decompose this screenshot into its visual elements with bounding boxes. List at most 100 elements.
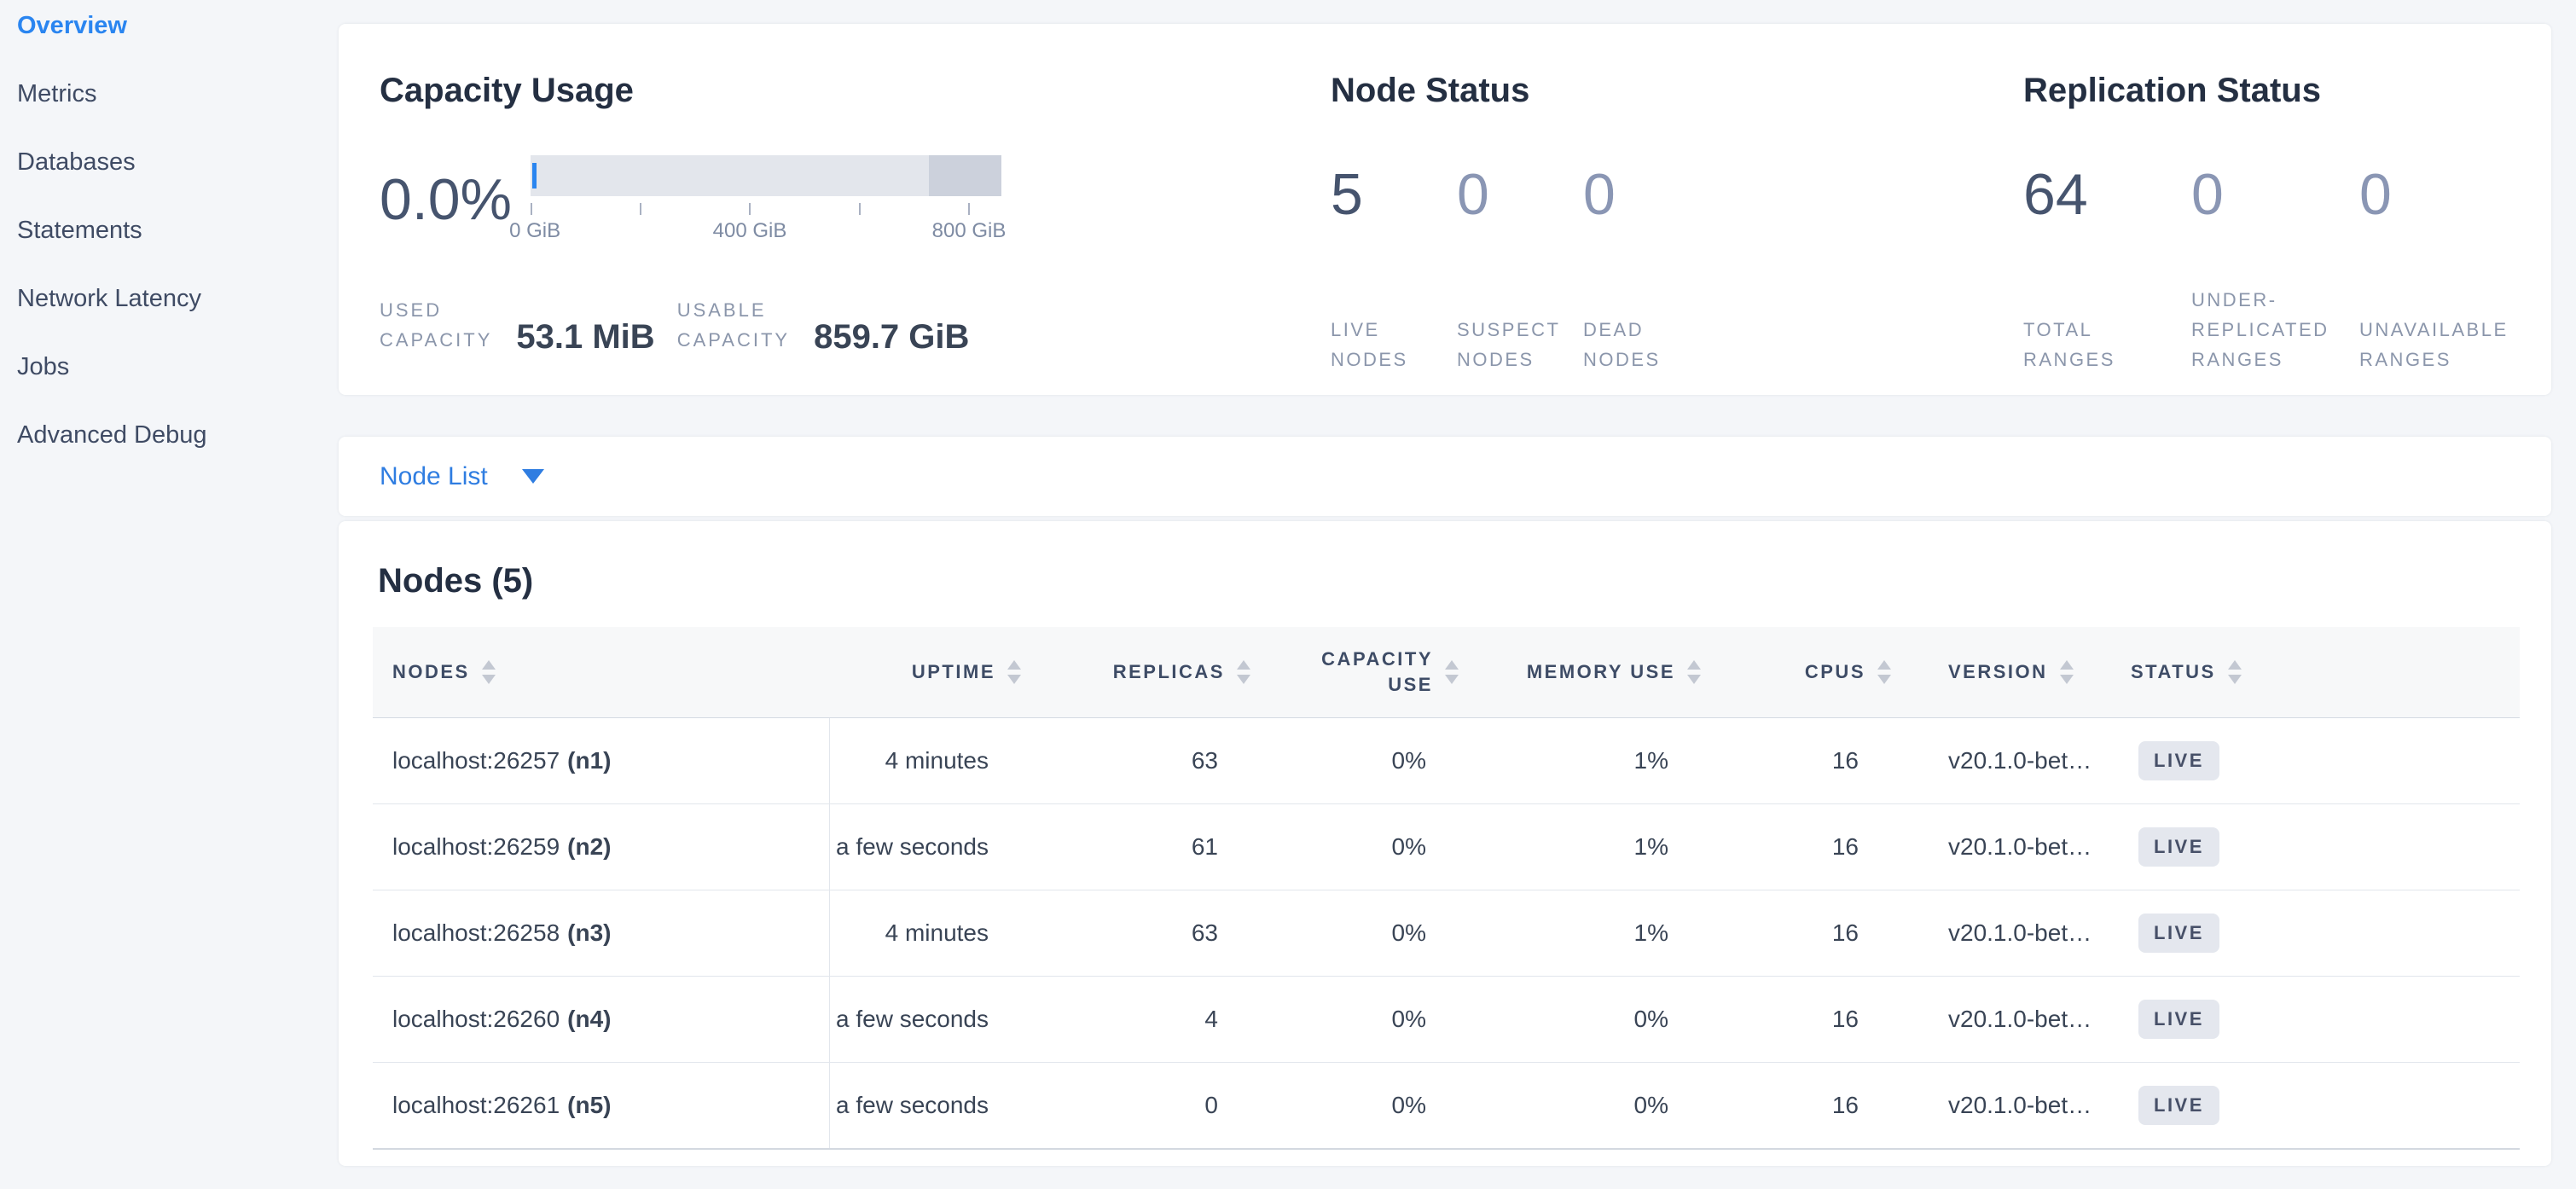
capacity-bar-chart: 0 GiB 400 GiB 800 GiB: [509, 154, 1006, 245]
cell-cpus: 16: [1701, 890, 1891, 977]
summary-stat-value: 64: [2023, 162, 2088, 227]
node-address: localhost:26258: [392, 919, 560, 946]
node-address: localhost:26259: [392, 833, 560, 860]
node-status-title: Node Status: [1331, 72, 1530, 109]
cell-memory_use: 0%: [1459, 976, 1701, 1063]
node-id: (n4): [567, 1006, 612, 1032]
chevron-down-icon: [521, 469, 544, 484]
capacity-summary: USED CAPACITY 53.1 MiB USABLE CAPACITY 8…: [380, 295, 1331, 355]
cell-status: LIVE: [2131, 803, 2520, 890]
cell-node-name: localhost:26257 (n1): [373, 717, 830, 804]
cell-version: v20.1.0-bet…: [1891, 803, 2131, 890]
sort-icon[interactable]: [1877, 660, 1891, 684]
sort-icon[interactable]: [481, 660, 496, 684]
cell-status: LIVE: [2131, 890, 2520, 977]
nodes-table: NODES UPTIME REPLICAS CAPACITY USE MEMORY USE…: [373, 627, 2520, 1150]
cell-version: v20.1.0-bet…: [1891, 976, 2131, 1063]
sort-icon[interactable]: [2227, 660, 2242, 684]
status-badge: LIVE: [2138, 1000, 2219, 1039]
cell-node-name: localhost:26259 (n2): [373, 803, 830, 890]
summary-stat-value: 0: [1583, 162, 1616, 227]
sidebar-item-metrics[interactable]: Metrics: [17, 79, 97, 107]
used-capacity-value: 53.1 MiB: [516, 318, 655, 356]
summary-stat-label: SUSPECT NODES: [1457, 319, 1561, 370]
summary-stat: 0 UNDER- REPLICATED RANGES: [2191, 164, 2359, 374]
cell-replicas: 61: [1021, 803, 1250, 890]
status-badge: LIVE: [2138, 914, 2219, 953]
sidebar-item-network-latency[interactable]: Network Latency: [17, 284, 201, 312]
node-row: localhost:26261 (n5) a few seconds 0 0% 0% 16 v…: [373, 1062, 2520, 1150]
sort-icon[interactable]: [1687, 660, 1701, 684]
sort-icon[interactable]: [1237, 660, 1250, 684]
summary-stat-value: 0: [1457, 162, 1489, 227]
column-header-replicas[interactable]: REPLICAS: [1021, 627, 1250, 718]
capacity-used-percent: 0.0%: [380, 167, 512, 232]
node-id: (n1): [567, 747, 612, 774]
replication-status-title: Replication Status: [2023, 72, 2321, 109]
sidebar: Overview Metrics Databases Statements Networ…: [0, 0, 339, 1189]
node-address: localhost:26260: [392, 1006, 560, 1032]
column-header-label: STATUS: [2131, 661, 2216, 682]
column-header-status[interactable]: STATUS: [2131, 627, 2520, 718]
status-badge: LIVE: [2138, 827, 2219, 867]
cell-replicas: 0: [1021, 1062, 1250, 1150]
summary-stat-value: 0: [2359, 162, 2392, 227]
nodes-card: Nodes (5) NODES UPTIME REPLICAS CAPACITY USE…: [339, 521, 2551, 1166]
column-header-node[interactable]: NODES: [373, 627, 829, 718]
column-header-version[interactable]: VERSION: [1891, 627, 2131, 718]
cell-capacity_use: 0%: [1250, 1062, 1459, 1150]
sidebar-item-statements[interactable]: Statements: [17, 216, 142, 244]
axis-label-800: 800 GiB: [931, 218, 1007, 242]
cell-capacity_use: 0%: [1250, 976, 1459, 1063]
cell-replicas: 63: [1021, 717, 1250, 804]
sidebar-item-databases[interactable]: Databases: [17, 148, 136, 176]
column-header-cpus[interactable]: CPUS: [1701, 627, 1891, 718]
column-header-label: UPTIME: [911, 661, 995, 682]
cell-version: v20.1.0-bet…: [1891, 890, 2131, 977]
column-header-label: REPLICAS: [1112, 661, 1225, 682]
column-header-label: VERSION: [1948, 661, 2048, 682]
capacity-usage-row: 0.0%: [380, 154, 1331, 245]
cell-capacity_use: 0%: [1250, 717, 1459, 804]
cell-uptime: a few seconds: [829, 803, 1021, 890]
node-id: (n2): [567, 833, 612, 860]
cell-replicas: 4: [1021, 976, 1250, 1063]
sidebar-item-overview[interactable]: Overview: [17, 11, 127, 39]
capacity-bar-used-marker: [532, 162, 537, 188]
column-header-uptime[interactable]: UPTIME: [829, 627, 1021, 718]
usable-capacity-value: 859.7 GiB: [814, 318, 970, 356]
capacity-usage-title: Capacity Usage: [380, 72, 634, 109]
cell-uptime: 4 minutes: [829, 890, 1021, 977]
sort-icon[interactable]: [2059, 660, 2074, 684]
nodes-table-title: Nodes (5): [378, 562, 534, 600]
node-row: localhost:26260 (n4) a few seconds 4 0% 0% 16 v…: [373, 976, 2520, 1063]
summary-stat: 64 TOTAL RANGES: [2023, 164, 2191, 374]
node-id: (n3): [567, 919, 612, 946]
node-list-dropdown-label: Node List: [380, 461, 488, 490]
column-header-memory_use[interactable]: MEMORY USE: [1459, 627, 1701, 718]
main-content: Capacity Usage 0.0%: [339, 0, 2551, 1166]
capacity-bar-other-segment: [929, 154, 1001, 196]
sidebar-item-advanced-debug[interactable]: Advanced Debug: [17, 420, 207, 449]
node-row: localhost:26257 (n1) 4 minutes 63 0% 1% 16 v20.…: [373, 717, 2520, 804]
cell-version: v20.1.0-bet…: [1891, 1062, 2131, 1150]
sort-icon[interactable]: [1007, 660, 1021, 684]
summary-stat: 0 UNAVAILABLE RANGES: [2359, 164, 2527, 374]
node-list-dropdown[interactable]: Node List: [380, 462, 544, 491]
node-address: localhost:26261: [392, 1092, 560, 1118]
cell-cpus: 16: [1701, 1062, 1891, 1150]
capacity-axis-labels: 0 GiB 400 GiB 800 GiB: [509, 219, 1006, 245]
summary-stat: 0 SUSPECT NODES: [1457, 164, 1583, 374]
usable-capacity-label: USABLE CAPACITY: [676, 299, 791, 351]
column-header-capacity_use[interactable]: CAPACITY USE: [1250, 627, 1459, 718]
summary-stat-label: UNDER- REPLICATED RANGES: [2191, 289, 2329, 370]
replication-status-section: Replication Status 64 TOTAL RANGES 0 UNDER- R…: [2023, 24, 2551, 395]
nodes-table-header: NODES UPTIME REPLICAS CAPACITY USE MEMORY USE…: [373, 627, 2520, 718]
cell-memory_use: 0%: [1459, 1062, 1701, 1150]
cell-status: LIVE: [2131, 976, 2520, 1063]
cell-node-name: localhost:26258 (n3): [373, 890, 830, 977]
used-capacity-label: USED CAPACITY: [380, 299, 493, 351]
sort-icon[interactable]: [1445, 660, 1459, 684]
summary-stat-label: LIVE NODES: [1331, 319, 1408, 370]
sidebar-item-jobs[interactable]: Jobs: [17, 352, 70, 380]
